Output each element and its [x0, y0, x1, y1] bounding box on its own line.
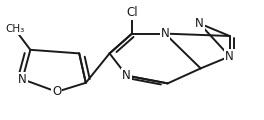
Text: Cl: Cl	[126, 6, 138, 19]
Text: O: O	[52, 85, 62, 98]
Text: N: N	[225, 50, 234, 63]
Text: N: N	[18, 73, 27, 86]
Text: CH₃: CH₃	[5, 24, 24, 34]
Text: N: N	[122, 69, 131, 82]
Text: N: N	[161, 27, 169, 40]
Text: N: N	[195, 17, 204, 30]
